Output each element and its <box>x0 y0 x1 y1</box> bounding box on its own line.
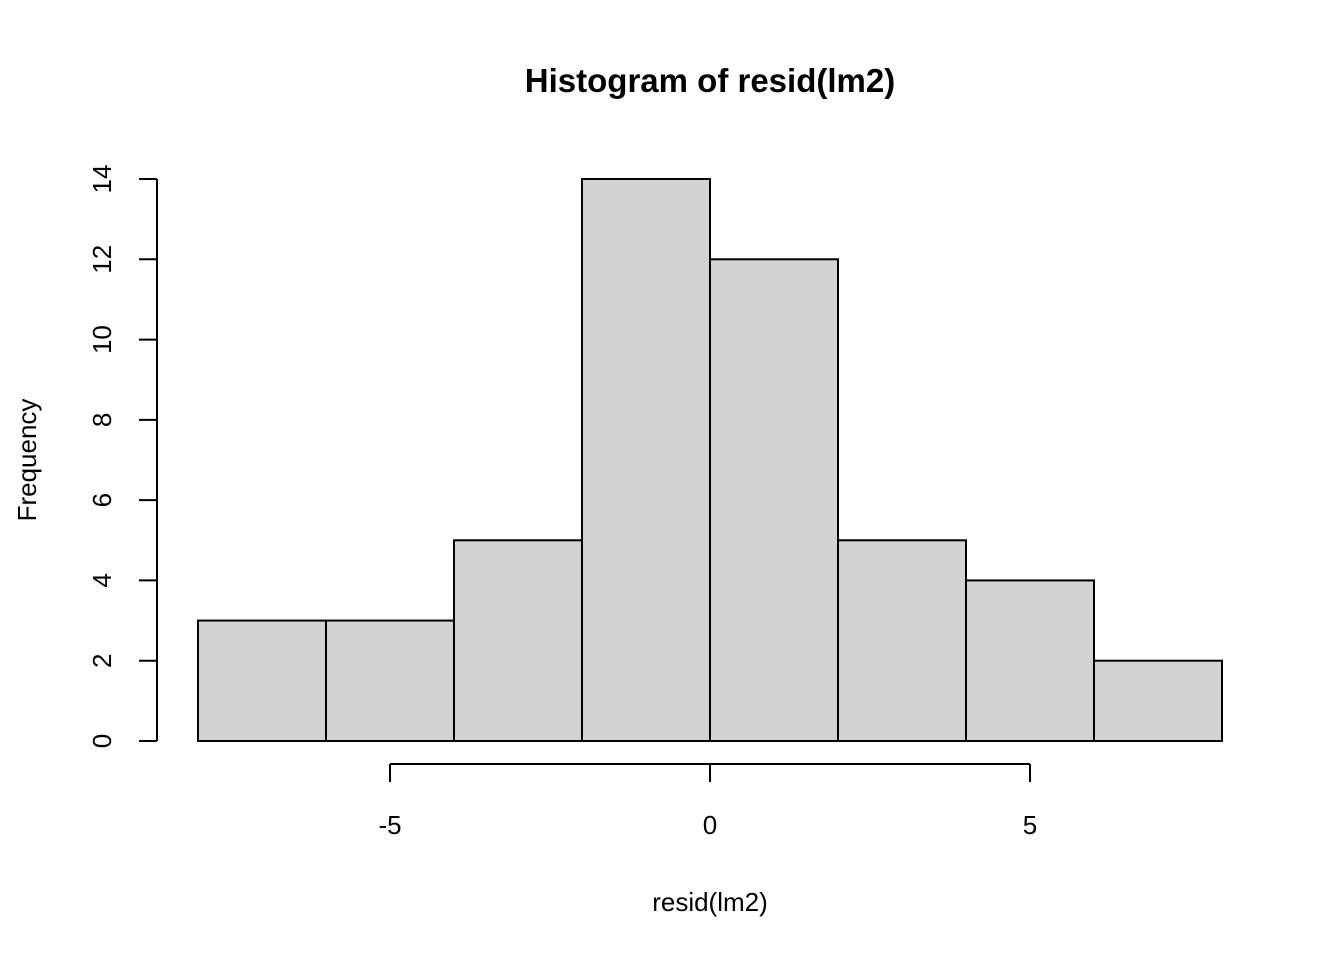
y-tick-label: 0 <box>87 734 117 748</box>
x-tick-label: 5 <box>1023 810 1037 840</box>
y-tick-label: 8 <box>87 413 117 427</box>
y-tick-label: 10 <box>87 325 117 354</box>
y-axis: 0 2 4 6 8 10 12 14 <box>87 165 158 748</box>
bars-group <box>197 178 1223 743</box>
y-tick-label: 14 <box>87 165 117 194</box>
histogram-bar-8 <box>1093 659 1223 743</box>
x-axis-label: resid(lm2) <box>652 887 768 917</box>
y-tick-label: 6 <box>87 493 117 507</box>
y-axis-label: Frequency <box>12 399 42 522</box>
x-axis: -5 0 5 <box>378 763 1037 840</box>
histogram-bar-7 <box>965 579 1095 743</box>
histogram-bar-6 <box>837 539 967 742</box>
x-tick-label: -5 <box>378 810 401 840</box>
chart-title: Histogram of resid(lm2) <box>525 62 895 99</box>
histogram-bar-2 <box>325 619 455 742</box>
y-tick-label: 12 <box>87 245 117 274</box>
histogram-bar-5 <box>709 258 839 742</box>
x-tick-label: 0 <box>703 810 717 840</box>
histogram-bar-1 <box>197 619 327 742</box>
y-tick-label: 2 <box>87 653 117 667</box>
histogram-bar-4 <box>581 178 711 742</box>
y-tick-label: 4 <box>87 573 117 587</box>
histogram-bar-3 <box>453 539 583 742</box>
